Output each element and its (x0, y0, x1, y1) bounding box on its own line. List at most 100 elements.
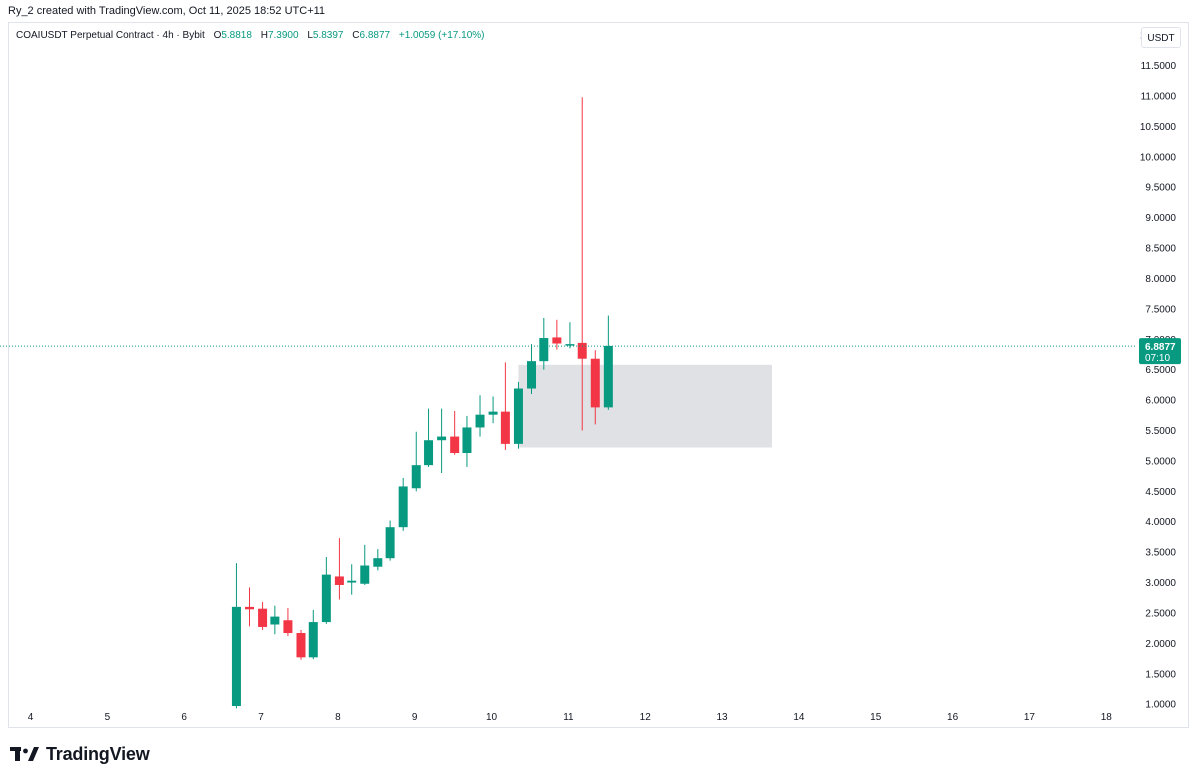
candle (308, 609, 318, 660)
y-tick-label: 10.5000 (1140, 122, 1177, 133)
candle-body (283, 620, 293, 634)
price-tag-countdown: 07:10 (1145, 353, 1170, 364)
y-tick-label: 7.5000 (1145, 304, 1176, 315)
y-tick-label: 2.0000 (1145, 639, 1176, 650)
x-tick-label: 7 (258, 712, 264, 723)
price-tag-value: 6.8877 (1145, 342, 1176, 353)
candle (539, 317, 549, 370)
close-label: C (352, 30, 360, 41)
y-tick-label: 3.0000 (1145, 578, 1176, 589)
candle (488, 396, 498, 424)
candle-body (462, 427, 472, 453)
zone-rectangle (518, 364, 773, 448)
candle-body (590, 358, 600, 408)
candle-body (398, 486, 408, 528)
y-tick-label: 3.5000 (1145, 548, 1176, 559)
candle (411, 431, 421, 492)
y-tick-label: 5.0000 (1145, 456, 1176, 467)
candle-body (475, 414, 485, 428)
candle-body (411, 465, 421, 489)
y-tick-label: 11.0000 (1141, 91, 1177, 102)
candle (500, 362, 510, 450)
x-tick-label: 14 (793, 712, 805, 723)
low-label: L (307, 30, 313, 41)
open-label: O (213, 30, 222, 41)
candle (373, 549, 383, 571)
candle-body (360, 565, 370, 584)
y-tick-label: 8.5000 (1145, 244, 1176, 255)
candle (321, 556, 331, 624)
symbol-title[interactable]: COAIUSDT Perpetual Contract · 4h · Bybit (16, 30, 205, 41)
candle (603, 315, 613, 410)
y-axis: 1.0000 1.5000 2.0000 2.5000 3.0000 3.5000 4.00… (1140, 31, 1177, 711)
candle (258, 601, 268, 630)
tradingview-logo[interactable]: TradingView (10, 744, 150, 764)
tradingview-logo-text: TradingView (46, 743, 150, 764)
candle-body (500, 411, 510, 444)
candle-body (565, 344, 575, 346)
candle-body (373, 558, 383, 567)
y-tick-label: 1.0000 (1145, 700, 1176, 711)
candle-body (347, 580, 357, 583)
y-tick-label: 9.0000 (1145, 213, 1176, 224)
high-label: H (260, 30, 268, 41)
candle (577, 97, 587, 431)
x-tick-label: 12 (640, 712, 652, 723)
symbol-legend: COAIUSDT Perpetual Contract · 4h · Bybit… (16, 30, 485, 41)
candle (590, 350, 600, 425)
candle (231, 563, 241, 709)
x-tick-label: 5 (105, 712, 111, 723)
y-tick-label: 5.5000 (1145, 426, 1176, 437)
candle-body (231, 606, 241, 706)
candle-body (321, 574, 331, 623)
candle-body (450, 436, 460, 453)
y-tick-label: 8.0000 (1145, 274, 1176, 285)
candle-body (258, 608, 268, 627)
change-value: +1.0059 (+17.10%) (398, 30, 485, 41)
zone-layer (518, 364, 773, 448)
y-tick-label: 6.0000 (1145, 396, 1176, 407)
y-tick-label: 1.5000 (1145, 669, 1176, 680)
candle-body (296, 633, 306, 658)
y-tick-label: 2.5000 (1145, 608, 1176, 619)
candle (385, 520, 395, 561)
x-axis: 4 5 6 7 8 9 10 11 12 13 14 15 16 17 18 (28, 712, 1113, 723)
candle (270, 605, 280, 635)
tradingview-logo-icon (10, 747, 39, 761)
candle (334, 538, 344, 600)
x-tick-label: 11 (563, 712, 574, 723)
candle (283, 608, 293, 637)
y-tick-label: 9.5000 (1145, 183, 1176, 194)
high-value: 7.3900 (267, 30, 299, 41)
candle (296, 629, 306, 660)
candle-body (334, 576, 344, 585)
candle (360, 544, 370, 585)
candle (527, 344, 537, 394)
candle (450, 411, 460, 455)
candle-body (437, 436, 447, 441)
candle (424, 408, 434, 467)
candle (437, 408, 447, 474)
candle-body (552, 337, 562, 344)
currency-button[interactable]: USDT (1141, 27, 1181, 48)
x-tick-label: 17 (1024, 712, 1036, 723)
candle (565, 322, 575, 349)
attribution-text: Ry_2 created with TradingView.com, Oct 1… (8, 5, 326, 17)
y-tick-label: 4.5000 (1145, 487, 1176, 498)
y-tick-label: 11.5000 (1141, 61, 1177, 72)
candle (245, 587, 255, 627)
low-value: 5.8397 (312, 30, 344, 41)
candle (398, 477, 408, 531)
x-tick-label: 15 (870, 712, 882, 723)
y-tick-label: 4.0000 (1145, 517, 1176, 528)
candle (552, 319, 562, 350)
x-tick-label: 13 (717, 712, 729, 723)
x-tick-label: 8 (335, 712, 341, 723)
candle-body (308, 622, 318, 658)
candle-layer (231, 97, 613, 709)
candle (513, 381, 523, 449)
candle-body (539, 338, 549, 362)
candle-body (424, 440, 434, 466)
